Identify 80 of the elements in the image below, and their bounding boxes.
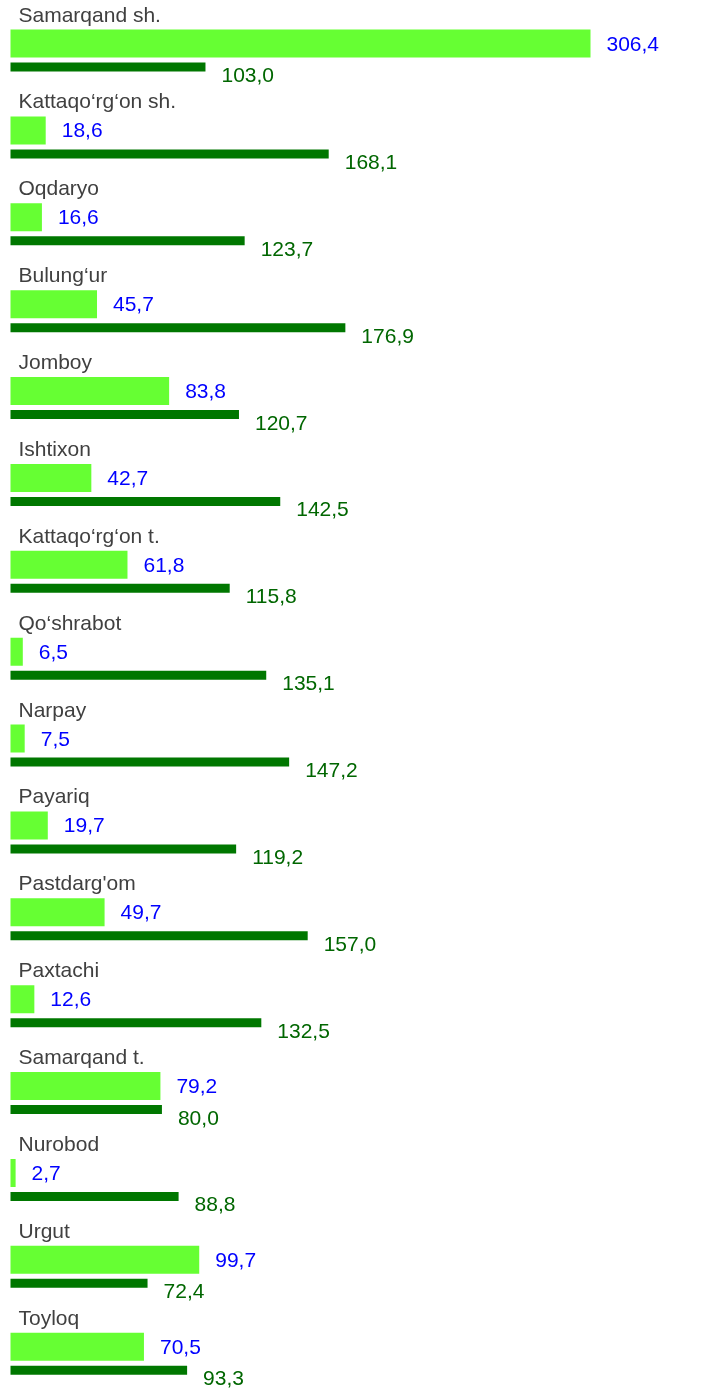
bar xyxy=(10,1158,16,1187)
data-label: 147,2 xyxy=(305,758,358,781)
data-label: 45,7 xyxy=(113,292,154,316)
y-tick-label: Jomboy xyxy=(18,350,93,373)
data-label: 12,6 xyxy=(50,987,92,1011)
data-label: 157,0 xyxy=(323,931,377,955)
data-label: 115,8 xyxy=(245,584,297,608)
data-label: 61,8 xyxy=(143,552,185,576)
y-tick-label: Urgut xyxy=(18,1218,71,1242)
bar xyxy=(10,1072,161,1100)
bar xyxy=(10,550,128,579)
data-label: 123,7 xyxy=(260,236,314,260)
y-tick-label: Nurobod xyxy=(18,1131,100,1155)
data-label: 2,7 xyxy=(31,1160,61,1184)
data-label: 142,5 xyxy=(296,497,349,521)
data-label: 79,2 xyxy=(176,1074,218,1097)
data-label: 306,4 xyxy=(606,31,660,55)
bar xyxy=(10,1105,162,1114)
bar xyxy=(10,724,25,753)
data-label: 168,1 xyxy=(344,149,398,173)
bar xyxy=(10,236,245,246)
bar xyxy=(10,637,23,666)
bar xyxy=(10,149,329,159)
bar xyxy=(10,583,230,593)
bar xyxy=(10,898,105,927)
bar xyxy=(10,811,48,840)
bar xyxy=(10,1245,200,1274)
y-tick-label: Kattaqo‘rg‘on sh. xyxy=(18,89,177,113)
bar xyxy=(10,116,46,145)
data-label: 88,8 xyxy=(194,1192,236,1216)
y-tick-label: Ishtixon xyxy=(18,436,91,460)
y-tick-label: Kattaqo‘rg‘on t. xyxy=(18,523,160,547)
data-label: 103,0 xyxy=(221,63,275,86)
bar xyxy=(10,377,170,405)
y-tick-label: Bulung‘ur xyxy=(18,263,108,287)
data-label: 18,6 xyxy=(61,118,103,142)
bar xyxy=(10,29,591,58)
bar xyxy=(10,757,290,767)
bar xyxy=(10,670,267,680)
bar xyxy=(10,290,98,319)
y-tick-label: Narpay xyxy=(18,697,87,721)
bar xyxy=(10,62,206,72)
data-label: 49,7 xyxy=(120,900,162,924)
bar xyxy=(10,463,92,492)
data-label: 176,9 xyxy=(361,323,414,347)
y-tick-label: Toyloq xyxy=(18,1305,80,1329)
y-tick-label: Pastdarg'om xyxy=(18,871,136,895)
data-label: 99,7 xyxy=(215,1247,257,1271)
bar xyxy=(10,1332,144,1361)
bar xyxy=(10,1365,188,1375)
data-label: 132,5 xyxy=(277,1018,330,1042)
bar xyxy=(10,985,35,1014)
data-label: 16,6 xyxy=(57,205,99,229)
bar xyxy=(10,496,281,506)
y-tick-label: Paxtachi xyxy=(18,958,100,982)
bar xyxy=(10,1191,179,1201)
bar xyxy=(10,1278,148,1288)
bar xyxy=(10,203,42,232)
data-label: 7,5 xyxy=(40,726,70,750)
bar xyxy=(10,410,239,419)
data-label: 80,0 xyxy=(177,1105,219,1129)
data-label: 42,7 xyxy=(107,465,149,489)
data-label: 135,1 xyxy=(282,671,335,695)
y-tick-label: Samarqand t. xyxy=(18,1045,145,1068)
data-label: 72,4 xyxy=(163,1279,205,1303)
data-label: 19,7 xyxy=(63,813,105,837)
data-label: 93,3 xyxy=(203,1366,244,1390)
data-label: 120,7 xyxy=(254,410,308,434)
bar xyxy=(10,931,308,941)
y-tick-label: Payariq xyxy=(18,784,90,808)
data-label: 70,5 xyxy=(159,1334,201,1358)
bar xyxy=(10,323,346,333)
bar xyxy=(10,844,237,854)
y-tick-label: Samarqand sh. xyxy=(18,2,161,26)
data-label: 6,5 xyxy=(38,639,69,663)
bar xyxy=(10,1018,262,1028)
y-tick-label: Qo‘shrabot xyxy=(18,610,122,634)
data-label: 83,8 xyxy=(185,379,226,402)
y-tick-label: Oqdaryo xyxy=(18,176,100,200)
data-label: 119,2 xyxy=(252,844,304,868)
